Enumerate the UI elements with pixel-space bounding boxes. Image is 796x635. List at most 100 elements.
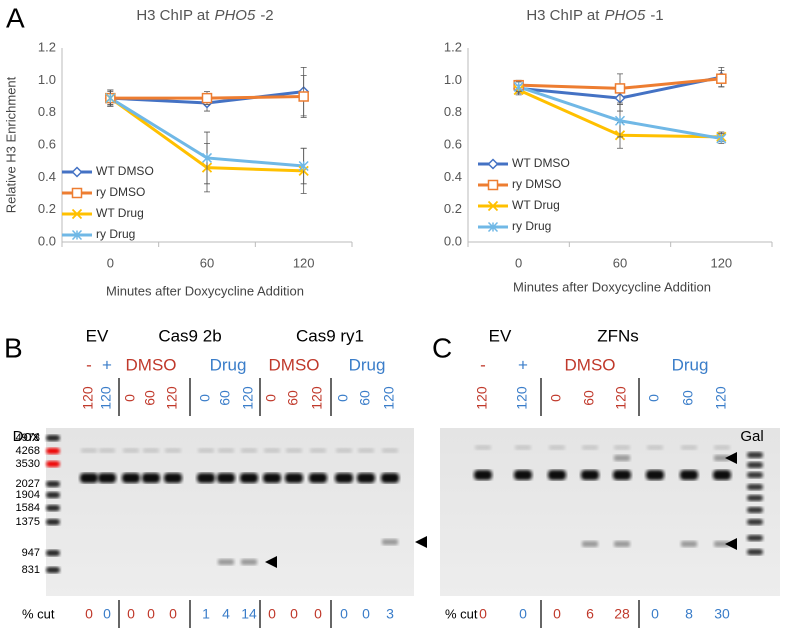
gel-band [142,473,160,483]
ladder-band [46,481,60,487]
marker [298,91,309,102]
y-tick-label: 0.0 [444,233,462,248]
title-gene: PHO5 [604,7,646,24]
ladder-band [747,484,763,490]
lane-label: 60 [357,390,373,406]
gel-band [99,448,115,453]
ladder-band [747,452,763,458]
ladder-band [46,492,60,498]
ladder-band [46,550,60,556]
gel-band [286,448,302,453]
gel-band [515,445,531,450]
title-suffix: -1 [650,7,663,24]
arrowhead [265,556,277,568]
y-tick-label: 0.8 [444,104,462,119]
y-tick-label: 0.8 [38,104,56,119]
lane-label: 120 [713,386,729,410]
group-label: Cas9 2b [158,326,221,345]
gel-band [681,541,697,547]
y-tick-label: 0.2 [38,201,56,216]
gel-band [309,473,327,483]
ladder-label: 1904 [16,489,40,501]
treatment-label: Drug [672,355,709,374]
ladder-label: 3530 [16,458,40,470]
lane-label: 0 [548,394,564,402]
gel-band [548,470,566,480]
lane-label: 0 [335,394,351,402]
ladder-band [46,519,60,525]
gel-band [81,448,97,453]
gel-band [143,448,159,453]
ladder-label: 4973 [16,432,40,444]
gel-band [263,473,281,483]
panel-label: B [4,332,23,363]
title-text: H3 ChIP at [526,7,600,24]
gel-band [714,541,730,547]
marker [201,152,213,163]
gel-band [218,448,234,453]
title-suffix: -2 [260,7,273,24]
ladder-band [747,472,763,478]
y-tick-label: 1.0 [444,72,462,87]
gel-band [581,470,599,480]
gel-band [357,473,375,483]
gel-band [123,448,139,453]
ladder-label: 4268 [16,445,40,457]
gel-band [613,470,631,480]
gel-band [164,473,182,483]
gel-image [46,428,414,596]
ladder-band [46,505,60,511]
group-label: EV [86,326,109,345]
lane-label: 120 [80,386,96,410]
lane-label: 0 [263,394,279,402]
gel-band [98,473,116,483]
cut-value: 0 [268,606,276,622]
y-tick-label: 0.0 [38,233,56,248]
legend-label: ry Drug [96,227,135,241]
legend-label: ry DMSO [96,185,145,199]
ladder-label: 947 [22,547,40,559]
gel-band [714,445,730,450]
cut-value: 0 [127,606,135,622]
cut-value: 1 [202,606,210,622]
y-tick-label: 1.0 [38,72,56,87]
x-tick-label: 0 [515,255,522,270]
marker [716,73,727,84]
gel-band [240,473,258,483]
treatment-label: DMSO [565,355,616,374]
lane-label: 120 [514,386,530,410]
gel-band [217,473,235,483]
lane-label: 0 [197,394,213,402]
chart-title: H3 ChIP at PHO5 -2 [136,7,273,24]
y-tick-label: 1.2 [38,39,56,54]
treatment-label: - [480,355,486,374]
marker [71,208,83,220]
cut-value: 0 [169,606,177,622]
cut-value: 6 [586,606,594,622]
marker-label: Dox [13,428,40,445]
lane-label: 60 [581,390,597,406]
ladder-label: 1375 [16,516,40,528]
y-tick-label: 0.4 [38,169,56,184]
gel-band [122,473,140,483]
gel-band [198,448,214,453]
group-label: EV [489,326,512,345]
gel-band [714,455,730,461]
ladder-band [46,435,60,441]
x-tick-label: 60 [200,255,214,270]
arrowhead [725,452,737,464]
ladder-label: 831 [22,564,40,576]
y-tick-label: 1.2 [444,39,462,54]
cut-value: 0 [147,606,155,622]
chart-title: H3 ChIP at PHO5 -1 [526,7,663,24]
gel-band [713,470,731,480]
gel-band [336,448,352,453]
ladder-band [747,507,763,513]
marker [298,160,309,172]
treatment-label: Drug [210,355,247,374]
gel-band [680,470,698,480]
marker [614,115,626,126]
cut-value: 0 [553,606,561,622]
marker [71,166,83,178]
